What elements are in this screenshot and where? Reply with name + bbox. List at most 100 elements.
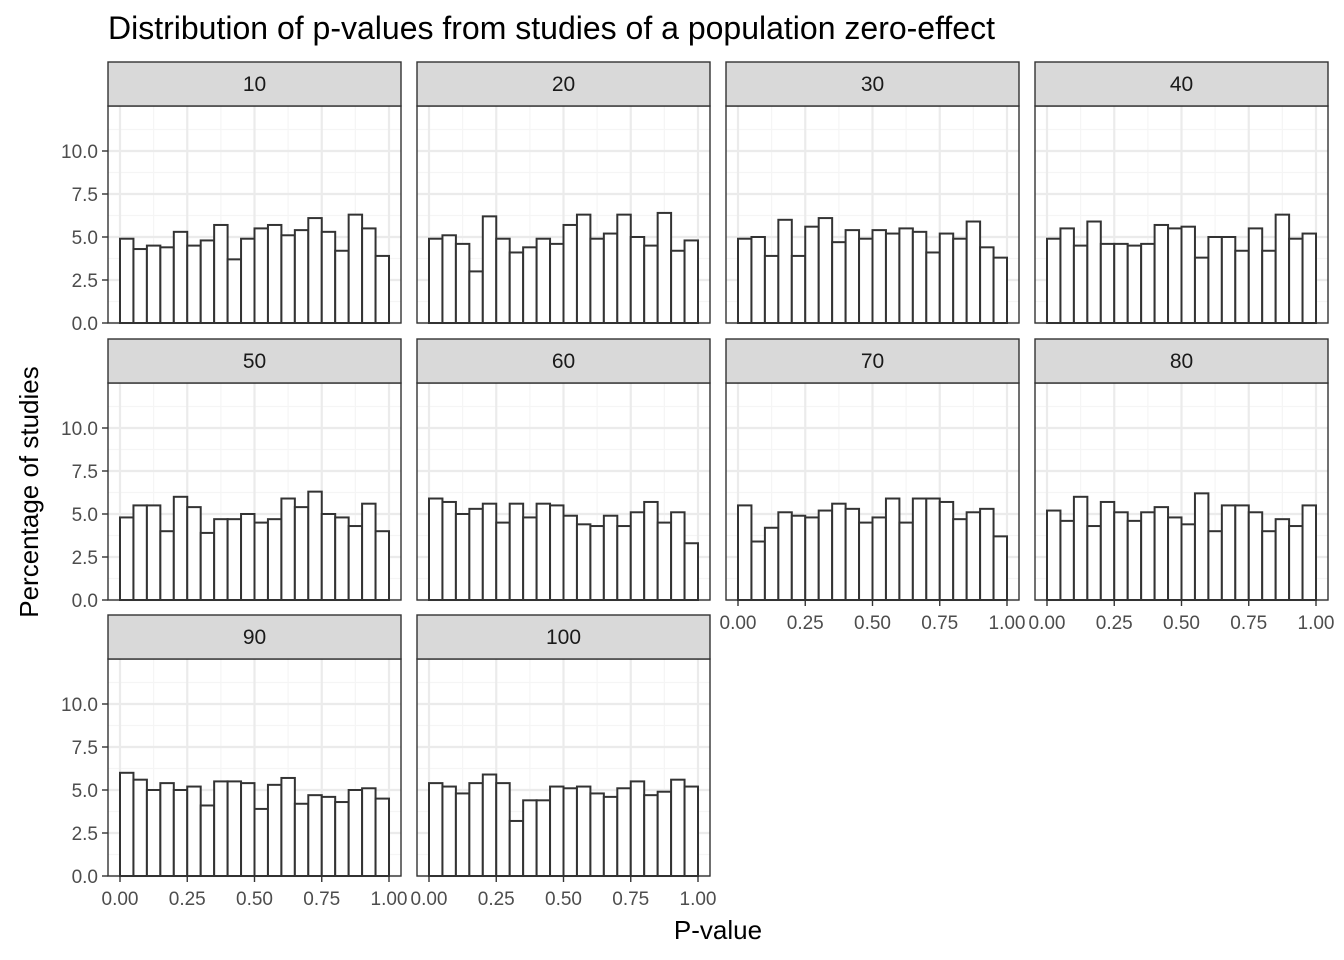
histogram-bar: [575, 523, 592, 602]
histogram-bar: [562, 787, 578, 878]
histogram-bar: [454, 513, 471, 601]
y-axis-label: Percentage of studies: [14, 366, 44, 618]
histogram-bar: [320, 795, 337, 878]
histogram-bar: [280, 497, 296, 601]
histogram-bar: [1207, 236, 1223, 324]
y-tick-label: 10.0: [61, 142, 98, 163]
histogram-bar: [629, 780, 646, 878]
histogram-bar: [132, 778, 148, 877]
histogram-bar: [522, 799, 538, 878]
x-tick-label: 0.75: [303, 889, 340, 910]
histogram-bar: [898, 227, 914, 324]
histogram-bar: [831, 502, 847, 601]
y-tick-label: 7.5: [72, 738, 98, 759]
histogram-bar: [1113, 242, 1129, 325]
histogram-bar: [119, 771, 135, 877]
histogram-bar: [992, 535, 1008, 601]
histogram-bar: [992, 256, 1008, 325]
histogram-bar: [925, 497, 941, 601]
x-tick-label: 0.00: [1029, 613, 1066, 634]
histogram-bar: [1207, 530, 1223, 602]
histogram-bar: [522, 246, 538, 325]
facet-panel-100: 100 0.00 0.25 0.50 0.75 1.00: [411, 614, 716, 910]
histogram-bar: [1234, 504, 1250, 601]
histogram-bar: [334, 516, 350, 601]
histogram-bar: [1126, 519, 1143, 602]
histogram-bar: [266, 223, 283, 325]
histogram-bar: [831, 241, 847, 324]
histogram-bar: [938, 232, 955, 324]
histogram-bar: [1234, 249, 1250, 324]
facet-strip: [725, 338, 1020, 384]
x-tick-label: 0.50: [1163, 613, 1200, 634]
histogram-bar: [549, 504, 565, 601]
facet-strip: [107, 61, 402, 107]
histogram-bar: [683, 785, 699, 877]
histogram-bar: [656, 521, 673, 601]
facet-panel-20: 20: [416, 61, 711, 325]
facet-panel-90: 90 0.0 2.5 5.0 7.5 10.0 0.00 0.25 0.50 0.75 1.00: [61, 614, 408, 910]
histogram-bar: [1301, 232, 1318, 324]
histogram-bar: [293, 802, 310, 878]
chart-title: Distribution of p-values from studies of…: [108, 10, 995, 46]
histogram-bar: [1059, 519, 1075, 602]
histogram-bar: [575, 785, 592, 877]
histogram-bar: [844, 229, 861, 324]
histogram-bar: [495, 782, 511, 877]
histogram-bar: [454, 792, 471, 877]
histogram-bar: [374, 530, 390, 602]
histogram-bar: [226, 518, 243, 601]
histogram-bar: [911, 230, 928, 324]
histogram-bar: [1288, 237, 1304, 324]
histogram-bar: [240, 513, 256, 601]
histogram-bar: [145, 244, 162, 325]
x-tick-label: 0.50: [854, 613, 891, 634]
y-tick-label: 0.0: [72, 591, 98, 612]
histogram-bar: [1140, 511, 1156, 602]
x-tick-label: 0.75: [921, 613, 958, 634]
histogram-bar: [1126, 244, 1143, 325]
histogram-bar: [616, 787, 632, 878]
histogram-bar: [159, 246, 175, 325]
facet-panel-40: 40: [1034, 61, 1329, 325]
histogram-bar: [495, 237, 511, 324]
facet-strip-label: 80: [1170, 350, 1193, 373]
facet-strip-label: 20: [552, 73, 575, 96]
histogram-bar: [441, 785, 457, 877]
x-tick-label: 1.00: [371, 889, 408, 910]
histogram-bar: [589, 237, 605, 324]
histogram-bar: [280, 234, 296, 324]
histogram-bar: [602, 514, 619, 601]
histogram-bar: [804, 225, 820, 324]
histogram-bar: [1099, 500, 1116, 601]
histogram-bar: [616, 213, 632, 324]
facet-panels: 100.02.55.07.510.020 30 40500.02.55.07.510…: [61, 61, 1334, 910]
histogram-bar: [1140, 242, 1156, 325]
histogram-bar: [468, 270, 484, 324]
histogram-bar: [253, 227, 269, 324]
histogram-bar: [750, 540, 766, 602]
facet-strip: [416, 61, 711, 107]
y-tick-label: 7.5: [72, 185, 98, 206]
histogram-bar: [361, 787, 377, 878]
x-tick-label: 0.75: [612, 889, 649, 910]
histogram-bar: [347, 525, 364, 601]
histogram-bar: [1180, 225, 1196, 324]
histogram-bar: [280, 776, 296, 878]
histogram-bar: [549, 785, 565, 877]
histogram-bar: [334, 249, 350, 324]
histogram-bar: [858, 521, 874, 601]
histogram-bar: [656, 211, 673, 324]
histogram-bar: [549, 242, 565, 325]
y-tick-label: 2.5: [72, 824, 98, 845]
histogram-bar: [1193, 256, 1210, 325]
histogram-bar: [1261, 530, 1277, 602]
y-tick-label: 10.0: [61, 695, 98, 716]
histogram-bar: [790, 254, 807, 324]
histogram-bar: [186, 785, 202, 877]
histogram-bar: [441, 234, 457, 324]
histogram-bar: [266, 783, 283, 878]
facet-strip-label: 60: [552, 350, 575, 373]
histogram-bar: [159, 530, 175, 602]
